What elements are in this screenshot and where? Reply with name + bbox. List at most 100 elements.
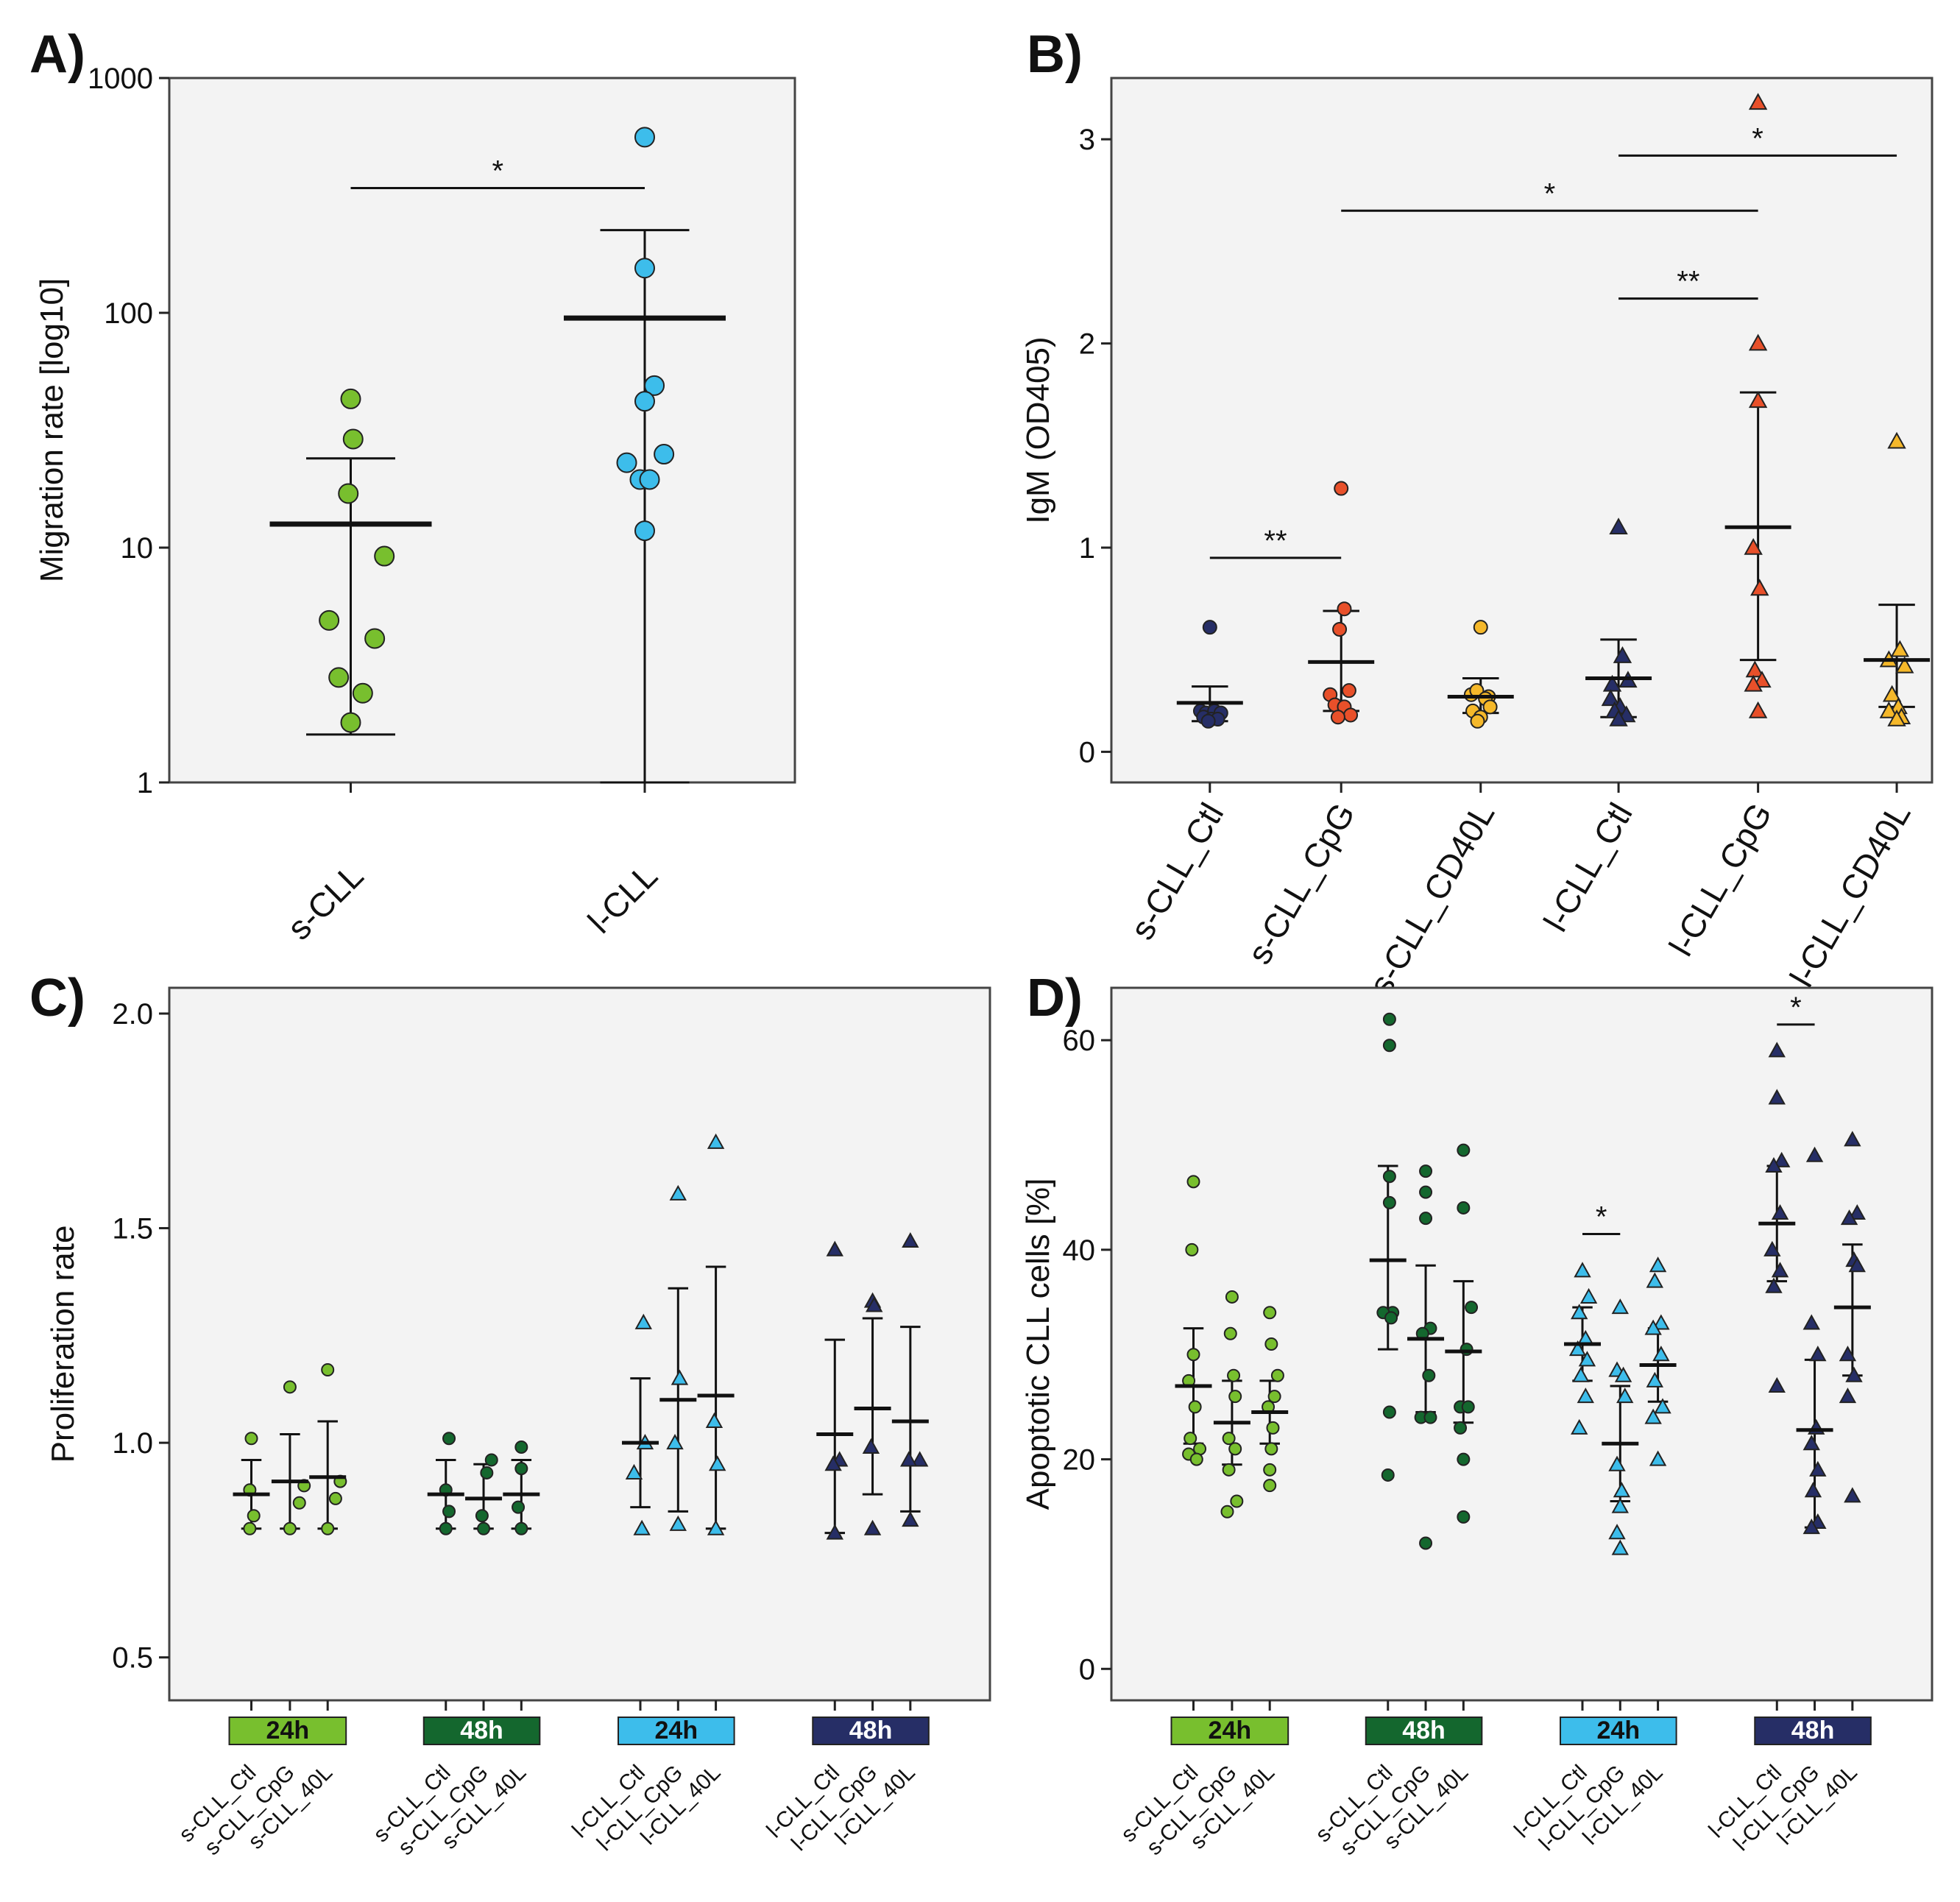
data-point	[338, 483, 359, 504]
data-point	[707, 1133, 725, 1149]
x-category-label: l-CLL_CpG	[1661, 796, 1779, 962]
data-point	[1263, 1479, 1277, 1493]
data-point	[1384, 1311, 1398, 1325]
y-tick-label: 1.5	[112, 1213, 153, 1245]
data-point	[1652, 1346, 1670, 1362]
data-point	[1419, 1212, 1433, 1226]
data-point	[902, 1511, 919, 1527]
x-category-label: s-CLL_CpG	[1239, 796, 1362, 970]
data-point	[1771, 1262, 1789, 1278]
data-point	[625, 1463, 643, 1479]
data-point	[1748, 701, 1768, 718]
data-point	[910, 1451, 929, 1467]
data-point	[1614, 1366, 1632, 1382]
data-point	[1609, 517, 1628, 535]
y-tick-label: 100	[104, 297, 153, 330]
group-8	[1639, 1256, 1677, 1466]
data-point	[671, 1369, 689, 1385]
data-point	[1465, 1301, 1479, 1315]
significance-label: *	[492, 155, 503, 187]
data-point	[1750, 579, 1769, 596]
data-point	[669, 1515, 687, 1531]
data-point	[1748, 93, 1768, 110]
x-category-label: s-CLL	[280, 856, 371, 947]
data-point	[666, 1434, 684, 1450]
group-0	[1175, 1175, 1212, 1466]
time-band	[1754, 1717, 1872, 1745]
panel-label: A)	[29, 25, 85, 84]
data-point	[1616, 1387, 1634, 1404]
time-band-label: 48h	[1402, 1717, 1446, 1744]
panel-label: D)	[1027, 969, 1083, 1028]
data-point	[1264, 1442, 1278, 1456]
data-point	[705, 1412, 723, 1428]
data-point	[1839, 1387, 1857, 1404]
data-point	[902, 1231, 919, 1248]
time-band	[1560, 1717, 1677, 1745]
data-point	[1771, 1203, 1789, 1220]
data-point	[1577, 1387, 1594, 1404]
data-point	[292, 1496, 306, 1510]
data-point	[1457, 1143, 1471, 1157]
group-1	[1308, 481, 1375, 725]
data-point	[1882, 685, 1902, 702]
data-point	[826, 1240, 843, 1256]
data-point	[1270, 1368, 1284, 1382]
data-point	[1460, 1343, 1473, 1357]
time-band-label: 24h	[1597, 1717, 1641, 1744]
data-point	[1419, 1164, 1433, 1178]
data-point	[634, 127, 655, 148]
data-point	[1844, 1131, 1861, 1147]
group-2	[309, 1362, 347, 1535]
data-point	[321, 1362, 335, 1376]
data-point	[1745, 660, 1765, 678]
data-point	[1419, 1185, 1433, 1199]
data-point	[863, 1519, 882, 1535]
data-point	[1809, 1346, 1827, 1362]
data-point	[1382, 1170, 1396, 1184]
time-band	[1365, 1717, 1483, 1745]
data-point	[364, 628, 386, 649]
y-tick-label: 0	[1079, 1653, 1095, 1686]
data-point	[374, 545, 395, 567]
group-4	[1407, 1164, 1445, 1550]
data-point	[1228, 1390, 1242, 1404]
y-axis-label: Proliferation rate	[45, 1226, 81, 1463]
y-tick-label: 20	[1063, 1444, 1096, 1477]
y-tick-label: 1	[137, 767, 153, 799]
group-9	[1758, 1042, 1796, 1393]
data-point	[1611, 1539, 1629, 1555]
data-point	[1382, 1012, 1396, 1026]
x-category-label: l-CLL	[581, 856, 665, 941]
time-band	[1170, 1717, 1289, 1745]
data-point	[1768, 1376, 1786, 1393]
group-3	[1369, 1012, 1407, 1482]
data-point	[1763, 1240, 1781, 1256]
data-point	[1765, 1156, 1783, 1173]
data-point	[352, 682, 373, 704]
data-point	[634, 520, 655, 542]
group-9	[816, 1240, 854, 1540]
group-4	[1724, 93, 1791, 718]
data-point	[1840, 1209, 1858, 1226]
y-axis-label: Apoptotic CLL cells [%]	[1020, 1178, 1056, 1510]
data-point	[512, 1500, 526, 1514]
data-point	[1879, 701, 1899, 718]
y-tick-label: 3	[1079, 124, 1095, 156]
data-point	[1572, 1366, 1590, 1382]
data-point	[514, 1440, 528, 1454]
data-point	[340, 712, 361, 733]
data-point	[1423, 1410, 1437, 1424]
significance-label: *	[1790, 991, 1802, 1024]
data-point	[1579, 1287, 1598, 1304]
data-point	[1189, 1452, 1203, 1466]
data-point	[1644, 1408, 1662, 1424]
group-0	[1176, 620, 1243, 729]
data-point	[900, 1451, 918, 1467]
x-category-label: s-CLL_Ctl	[1122, 796, 1231, 946]
plot-area	[1110, 986, 1934, 1702]
data-point	[1382, 1039, 1396, 1053]
panel-label: B)	[1027, 25, 1083, 84]
data-point	[439, 1521, 453, 1535]
